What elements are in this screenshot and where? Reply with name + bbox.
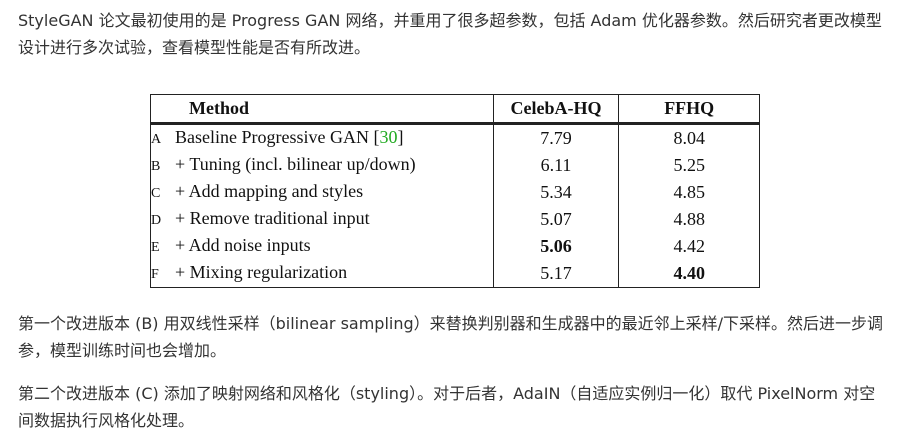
- method-label: + Remove traditional input: [175, 208, 370, 228]
- row-letter: C: [151, 186, 161, 201]
- celeba-value: 6.11: [492, 152, 620, 179]
- citation-link[interactable]: 30: [379, 127, 398, 147]
- celeba-value: 5.07: [492, 206, 620, 233]
- table-header-row: Method CelebA-HQ FFHQ: [150, 94, 760, 124]
- method-cell: F + Mixing regularization: [150, 260, 494, 288]
- table-row: A Baseline Progressive GAN [30] 7.79 8.04: [150, 122, 760, 152]
- ffhq-value: 4.42: [618, 233, 760, 260]
- header-celeba-hq: CelebA-HQ: [492, 94, 620, 124]
- ffhq-value: 5.25: [618, 152, 760, 179]
- fid-results-table: Method CelebA-HQ FFHQ A Baseline Progress…: [150, 94, 760, 288]
- method-label: Baseline Progressive GAN [: [175, 127, 380, 147]
- method-cell: E + Add noise inputs: [150, 233, 494, 260]
- method-cell: C + Add mapping and styles: [150, 179, 494, 206]
- table-row: E + Add noise inputs 5.06 4.42: [150, 233, 760, 260]
- results-table-container: Method CelebA-HQ FFHQ A Baseline Progress…: [150, 94, 760, 288]
- method-label-end: ]: [397, 127, 404, 147]
- header-ffhq: FFHQ: [618, 94, 760, 124]
- ffhq-value: 4.85: [618, 179, 760, 206]
- row-letter: E: [151, 240, 160, 255]
- celeba-value: 7.79: [492, 122, 620, 152]
- method-cell: D + Remove traditional input: [150, 206, 494, 233]
- celeba-value: 5.17: [492, 260, 620, 288]
- ffhq-value: 8.04: [618, 122, 760, 152]
- row-letter: D: [151, 213, 162, 228]
- method-label: + Mixing regularization: [175, 262, 348, 282]
- method-cell: A Baseline Progressive GAN [30]: [150, 122, 494, 152]
- method-label: + Add mapping and styles: [175, 181, 364, 201]
- table-row: D + Remove traditional input 5.07 4.88: [150, 206, 760, 233]
- celeba-value: 5.34: [492, 179, 620, 206]
- header-method: Method: [150, 94, 494, 124]
- ffhq-value: 4.88: [618, 206, 760, 233]
- method-label: + Add noise inputs: [175, 235, 311, 255]
- row-letter: F: [151, 267, 159, 282]
- table-row: F + Mixing regularization 5.17 4.40: [150, 260, 760, 288]
- table-row: C + Add mapping and styles 5.34 4.85: [150, 179, 760, 206]
- version-b-paragraph: 第一个改进版本 (B) 用双线性采样（bilinear sampling）来替换…: [18, 314, 884, 360]
- method-cell: B + Tuning (incl. bilinear up/down): [150, 152, 494, 179]
- ffhq-value-best: 4.40: [618, 260, 760, 288]
- row-letter: B: [151, 159, 161, 174]
- intro-paragraph: StyleGAN 论文最初使用的是 Progress GAN 网络，并重用了很多…: [18, 11, 882, 57]
- method-label: + Tuning (incl. bilinear up/down): [175, 154, 416, 174]
- row-letter: A: [151, 132, 162, 147]
- table-row: B + Tuning (incl. bilinear up/down) 6.11 …: [150, 152, 760, 179]
- version-c-paragraph: 第二个改进版本 (C) 添加了映射网络和风格化（styling）。对于后者，Ad…: [18, 384, 876, 430]
- celeba-value-best: 5.06: [492, 233, 620, 260]
